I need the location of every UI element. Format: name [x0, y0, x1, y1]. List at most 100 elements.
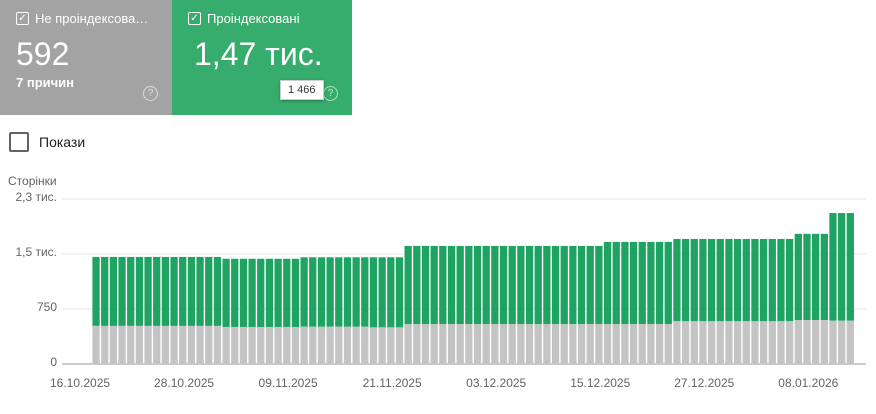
- x-tick-label: 27.12.2025: [674, 376, 734, 390]
- x-tick-label: 21.11.2025: [363, 376, 422, 390]
- bar-segment: [673, 238, 681, 322]
- bar-segment: [846, 213, 854, 321]
- bar-segment: [109, 256, 118, 326]
- bar-segment: [239, 326, 248, 364]
- bar-segment: [231, 258, 239, 327]
- bar-segment: [551, 245, 560, 325]
- bar-segment: [803, 320, 811, 364]
- x-tick-label: 16.10.2025: [50, 376, 110, 390]
- bar-segment: [499, 245, 508, 325]
- bar-segment: [491, 324, 499, 364]
- bar-segment: [543, 324, 551, 364]
- bar-segment: [222, 326, 230, 364]
- bar-segment: [101, 256, 109, 326]
- card-indexed[interactable]: ✓ Проіндексовані 1,47 тис. ? 1 466: [172, 0, 352, 115]
- bar-segment: [577, 324, 586, 364]
- bar-segment: [144, 256, 152, 326]
- help-icon[interactable]: ?: [323, 86, 338, 101]
- bar-segment: [759, 321, 768, 364]
- x-tick-label: 15.12.2025: [570, 376, 630, 390]
- bar-segment: [603, 241, 612, 325]
- bar-segment: [153, 256, 161, 326]
- bar-segment: [430, 324, 438, 364]
- card-not-indexed[interactable]: ✓ Не проіндексова… 592 7 причин ?: [0, 0, 172, 115]
- bar-segment: [291, 326, 300, 364]
- x-tick-label: 03.12.2025: [466, 376, 526, 390]
- bar-segment: [161, 325, 170, 364]
- bar-segment: [439, 324, 447, 364]
- x-tick-label: 28.10.2025: [154, 376, 214, 390]
- bar-segment: [170, 256, 178, 326]
- bar-segment: [629, 324, 638, 364]
- bar-segment: [309, 326, 317, 364]
- bar-segment: [525, 245, 534, 325]
- bar-segment: [820, 320, 828, 364]
- bar-segment: [326, 257, 334, 327]
- bar-segment: [369, 327, 378, 364]
- bar-segment: [205, 256, 213, 326]
- bar-segment: [257, 326, 265, 364]
- bar-segment: [786, 238, 794, 322]
- bar-segment: [777, 238, 785, 322]
- bar-segment: [733, 321, 742, 364]
- checkbox-row[interactable]: Покази: [9, 132, 85, 152]
- bar-segment: [560, 324, 568, 364]
- bar-segment: [231, 326, 239, 364]
- bar-segment: [612, 324, 620, 364]
- bar-segment: [820, 233, 828, 320]
- bar-segment: [456, 324, 464, 364]
- bar-segment: [404, 324, 412, 364]
- tooltip: 1 466: [280, 80, 324, 100]
- y-tick-label: 2,3 тис.: [15, 190, 57, 204]
- bar-segment: [638, 241, 646, 325]
- bar-segment: [378, 327, 386, 364]
- bar-segment: [534, 245, 542, 325]
- bar-segment: [335, 257, 343, 327]
- bar-segment: [153, 325, 161, 364]
- y-tick-label: 1,5 тис.: [15, 245, 57, 259]
- bar-segment: [317, 326, 326, 364]
- bar-segment: [465, 245, 473, 325]
- bar-segment: [101, 325, 109, 364]
- bar-segment: [187, 256, 196, 326]
- bar-segment: [681, 238, 690, 322]
- bar-segment: [248, 258, 256, 327]
- bar-segment: [508, 324, 516, 364]
- bar-segment: [265, 326, 274, 364]
- checkbox[interactable]: ✓: [188, 12, 201, 25]
- bar-segment: [569, 245, 577, 325]
- checkbox[interactable]: ✓: [16, 12, 29, 25]
- bar-segment: [621, 324, 629, 364]
- bar-segment: [473, 324, 482, 364]
- bar-segment: [213, 325, 222, 364]
- bar-segment: [543, 245, 551, 325]
- x-tick-label: 09.11.2025: [259, 376, 318, 390]
- bar-segment: [803, 233, 811, 320]
- help-icon[interactable]: ?: [143, 86, 158, 101]
- bar-segment: [846, 320, 854, 364]
- bar-segment: [699, 238, 707, 322]
- bar-segment: [482, 324, 490, 364]
- bar-segment: [742, 238, 750, 322]
- bar-segment: [239, 258, 248, 327]
- bar-segment: [456, 245, 464, 325]
- checkbox[interactable]: [9, 132, 29, 152]
- bar-segment: [759, 238, 768, 322]
- bar-segment: [777, 321, 785, 364]
- bar-segment: [517, 245, 525, 325]
- bar-segment: [387, 257, 395, 328]
- card-label: Не проіндексова…: [35, 11, 149, 26]
- bar-segment: [655, 241, 664, 325]
- bar-segment: [525, 324, 534, 364]
- bar-segment: [812, 320, 820, 364]
- bar-segment: [413, 324, 421, 364]
- bar-segment: [491, 245, 499, 325]
- bar-segment: [118, 325, 126, 364]
- bar-segment: [499, 324, 508, 364]
- bar-segment: [647, 241, 655, 325]
- bar-segment: [395, 327, 404, 364]
- bar-segment: [716, 238, 724, 322]
- bar-segment: [733, 238, 742, 322]
- bar-segment: [283, 258, 291, 327]
